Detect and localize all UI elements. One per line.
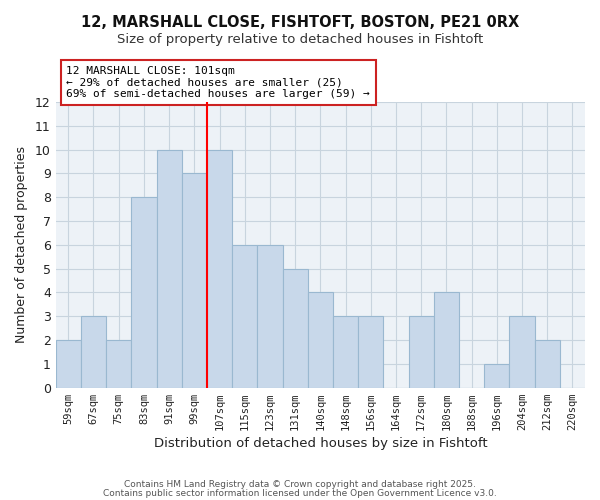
Bar: [157, 150, 182, 388]
X-axis label: Distribution of detached houses by size in Fishtoft: Distribution of detached houses by size …: [154, 437, 487, 450]
Y-axis label: Number of detached properties: Number of detached properties: [15, 146, 28, 344]
Bar: [358, 316, 383, 388]
Text: Contains public sector information licensed under the Open Government Licence v3: Contains public sector information licen…: [103, 488, 497, 498]
Bar: [56, 340, 81, 388]
Bar: [81, 316, 106, 388]
Bar: [308, 292, 333, 388]
Bar: [409, 316, 434, 388]
Bar: [283, 268, 308, 388]
Bar: [257, 245, 283, 388]
Text: Size of property relative to detached houses in Fishtoft: Size of property relative to detached ho…: [117, 32, 483, 46]
Bar: [106, 340, 131, 388]
Bar: [131, 198, 157, 388]
Bar: [484, 364, 509, 388]
Bar: [207, 150, 232, 388]
Bar: [509, 316, 535, 388]
Text: 12 MARSHALL CLOSE: 101sqm
← 29% of detached houses are smaller (25)
69% of semi-: 12 MARSHALL CLOSE: 101sqm ← 29% of detac…: [66, 66, 370, 99]
Text: 12, MARSHALL CLOSE, FISHTOFT, BOSTON, PE21 0RX: 12, MARSHALL CLOSE, FISHTOFT, BOSTON, PE…: [81, 15, 519, 30]
Bar: [333, 316, 358, 388]
Bar: [535, 340, 560, 388]
Bar: [182, 174, 207, 388]
Text: Contains HM Land Registry data © Crown copyright and database right 2025.: Contains HM Land Registry data © Crown c…: [124, 480, 476, 489]
Bar: [434, 292, 459, 388]
Bar: [232, 245, 257, 388]
